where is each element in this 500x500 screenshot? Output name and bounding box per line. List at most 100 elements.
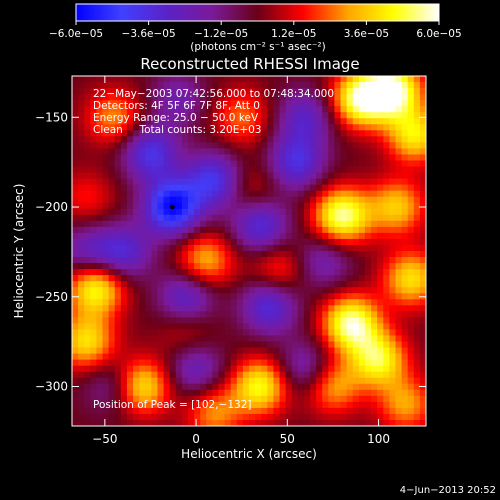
heatmap-cell — [163, 347, 171, 355]
heatmap-cell — [371, 377, 378, 385]
heatmap-cell — [175, 269, 183, 276]
heatmap-cell — [261, 94, 268, 101]
heatmap-cell — [255, 106, 262, 113]
heatmap-cell — [206, 178, 213, 186]
heatmap-cell — [297, 76, 305, 83]
heatmap-cell — [200, 232, 207, 240]
heatmap-cell — [218, 257, 226, 264]
heatmap-cell — [358, 88, 366, 95]
heatmap-cell — [346, 82, 354, 89]
heatmap-cell — [413, 299, 421, 306]
heatmap-cell — [316, 94, 323, 101]
heatmap-cell — [126, 329, 134, 337]
heatmap-cell — [133, 82, 140, 89]
heatmap-cell — [139, 395, 146, 403]
heatmap-cell — [310, 263, 317, 270]
heatmap-cell — [169, 196, 177, 204]
heatmap-cell — [407, 118, 415, 125]
heatmap-cell — [187, 226, 195, 234]
heatmap-cell — [310, 407, 317, 415]
heatmap-cell — [163, 226, 171, 234]
heatmap-cell — [407, 311, 415, 318]
heatmap-cell — [151, 124, 159, 131]
heatmap-cell — [181, 124, 189, 131]
heatmap-cell — [273, 94, 281, 101]
heatmap-cell — [206, 335, 213, 343]
heatmap-cell — [139, 100, 146, 107]
heatmap-cell — [72, 226, 79, 234]
heatmap-cell — [206, 148, 213, 156]
heatmap-cell — [114, 154, 122, 162]
heatmap-cell — [96, 94, 104, 101]
heatmap-cell — [364, 142, 372, 150]
heatmap-cell — [108, 94, 116, 101]
heatmap-cell — [279, 220, 287, 228]
heatmap-cell — [90, 196, 98, 204]
heatmap-cell — [218, 184, 226, 192]
heatmap-cell — [212, 172, 220, 180]
heatmap-cell — [126, 166, 134, 174]
heatmap-cell — [340, 413, 348, 421]
heatmap-cell — [267, 118, 275, 125]
heatmap-cell — [84, 311, 91, 318]
heatmap-cell — [395, 154, 403, 162]
heatmap-cell — [419, 94, 426, 101]
heatmap-cell — [371, 148, 378, 156]
heatmap-cell — [279, 395, 287, 403]
heatmap-cell — [114, 130, 122, 137]
heatmap-cell — [377, 275, 384, 282]
heatmap-cell — [163, 263, 171, 270]
heatmap-cell — [78, 76, 85, 83]
heatmap-cell — [389, 124, 397, 131]
heatmap-cell — [242, 251, 250, 258]
heatmap-cell — [108, 317, 116, 325]
heatmap-cell — [133, 413, 140, 421]
heatmap-cell — [279, 353, 287, 361]
heatmap-cell — [187, 383, 195, 391]
heatmap-cell — [96, 419, 104, 426]
heatmap-cell — [194, 196, 201, 204]
heatmap-cell — [218, 238, 226, 246]
heatmap-cell — [401, 395, 409, 403]
heatmap-cell — [206, 281, 213, 288]
heatmap-cell — [224, 160, 232, 168]
heatmap-cell — [310, 142, 317, 150]
heatmap-cell — [358, 281, 366, 288]
heatmap-cell — [401, 413, 409, 421]
heatmap-cell — [133, 106, 140, 113]
heatmap-cell — [419, 269, 426, 276]
heatmap-cell — [102, 190, 110, 198]
heatmap-cell — [206, 118, 213, 125]
heatmap-cell — [413, 124, 421, 131]
heatmap-cell — [78, 154, 85, 162]
heatmap-cell — [72, 287, 79, 294]
heatmap-cell — [322, 190, 329, 198]
heatmap-cell — [328, 124, 336, 131]
heatmap-cell — [120, 154, 128, 162]
heatmap-cell — [261, 281, 268, 288]
heatmap-cell — [328, 220, 336, 228]
heatmap-cell — [401, 106, 409, 113]
heatmap-cell — [230, 136, 238, 143]
heatmap-cell — [352, 293, 360, 300]
heatmap-cell — [242, 335, 250, 343]
heatmap-cell — [114, 419, 122, 426]
heatmap-cell — [352, 383, 360, 391]
heatmap-cell — [413, 178, 421, 186]
heatmap-cell — [206, 190, 213, 198]
heatmap-cell — [206, 232, 213, 240]
heatmap-cell — [340, 226, 348, 234]
heatmap-cell — [187, 419, 195, 426]
heatmap-cell — [120, 88, 128, 95]
heatmap-cell — [249, 190, 256, 198]
heatmap-cell — [206, 100, 213, 107]
heatmap-cell — [90, 148, 98, 156]
heatmap-cell — [157, 281, 165, 288]
heatmap-cell — [120, 226, 128, 234]
heatmap-cell — [407, 136, 415, 143]
heatmap-cell — [371, 208, 378, 216]
heatmap-cell — [242, 299, 250, 306]
heatmap-cell — [413, 359, 421, 367]
heatmap-cell — [72, 281, 79, 288]
heatmap-cell — [352, 208, 360, 216]
